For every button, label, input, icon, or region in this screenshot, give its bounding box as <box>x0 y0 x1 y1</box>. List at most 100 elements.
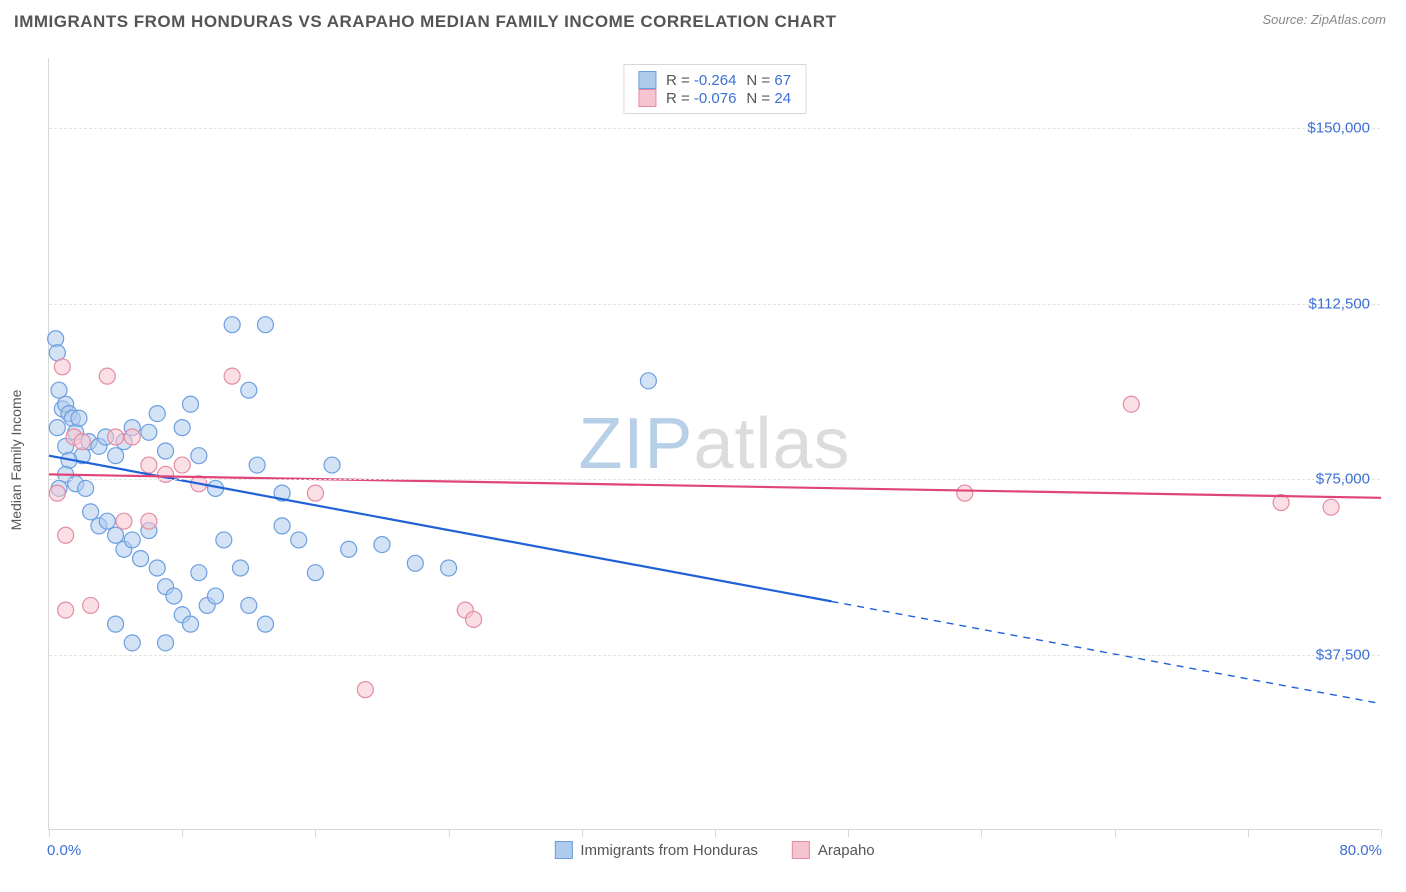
data-point <box>158 635 174 651</box>
data-point <box>1323 499 1339 515</box>
data-point <box>141 424 157 440</box>
y-tick-label: $75,000 <box>1316 471 1370 488</box>
x-tick <box>449 829 450 837</box>
data-point <box>58 527 74 543</box>
gridline-h <box>49 128 1380 129</box>
legend-r-series-2: R = -0.076 <box>666 90 736 107</box>
chart-container: Median Family Income ZIPatlas R = -0.264… <box>0 40 1406 892</box>
y-tick-label: $37,500 <box>1316 646 1370 663</box>
data-point <box>141 513 157 529</box>
data-point <box>108 429 124 445</box>
data-point <box>166 588 182 604</box>
data-point <box>124 429 140 445</box>
data-point <box>441 560 457 576</box>
legend-n-series-2: N = 24 <box>746 90 791 107</box>
data-point <box>307 565 323 581</box>
trend-line-extrapolated <box>832 601 1381 703</box>
legend-row-series-1: R = -0.264 N = 67 <box>638 71 791 89</box>
data-point <box>466 611 482 627</box>
data-point <box>78 480 94 496</box>
data-point <box>124 635 140 651</box>
data-point <box>141 457 157 473</box>
data-point <box>224 368 240 384</box>
data-point <box>191 565 207 581</box>
trend-line <box>49 474 1381 497</box>
source-name: ZipAtlas.com <box>1311 12 1386 27</box>
x-tick <box>981 829 982 837</box>
data-point <box>291 532 307 548</box>
data-point <box>640 373 656 389</box>
legend-row-series-2: R = -0.076 N = 24 <box>638 89 791 107</box>
data-point <box>1123 396 1139 412</box>
x-tick <box>315 829 316 837</box>
legend-swatch-series-1 <box>638 71 656 89</box>
legend-correlation-box: R = -0.264 N = 67 R = -0.076 N = 24 <box>623 64 806 114</box>
x-axis-min-label: 0.0% <box>47 842 81 859</box>
data-point <box>307 485 323 501</box>
data-point <box>174 420 190 436</box>
data-point <box>71 410 87 426</box>
data-point <box>83 504 99 520</box>
data-point <box>241 382 257 398</box>
gridline-h <box>49 304 1380 305</box>
y-tick-label: $112,500 <box>1309 295 1370 312</box>
data-point <box>74 434 90 450</box>
legend-label-series-2: Arapaho <box>818 842 875 859</box>
x-tick <box>182 829 183 837</box>
y-axis-label: Median Family Income <box>8 390 24 531</box>
data-point <box>58 602 74 618</box>
x-axis-max-label: 80.0% <box>1339 842 1382 859</box>
x-tick <box>1381 829 1382 837</box>
x-tick <box>49 829 50 837</box>
x-tick <box>582 829 583 837</box>
data-point <box>274 518 290 534</box>
legend-swatch-series-2 <box>638 89 656 107</box>
data-point <box>83 597 99 613</box>
legend-label-series-1: Immigrants from Honduras <box>580 842 758 859</box>
data-point <box>191 448 207 464</box>
data-point <box>108 527 124 543</box>
data-point <box>208 588 224 604</box>
chart-title: IMMIGRANTS FROM HONDURAS VS ARAPAHO MEDI… <box>14 12 836 32</box>
legend-n-series-1: N = 67 <box>746 72 791 89</box>
legend-swatch-bottom-1 <box>554 841 572 859</box>
data-point <box>241 597 257 613</box>
data-point <box>49 485 65 501</box>
gridline-h <box>49 479 1380 480</box>
data-point <box>116 513 132 529</box>
data-point <box>216 532 232 548</box>
data-point <box>54 359 70 375</box>
gridline-h <box>49 655 1380 656</box>
legend-r-series-1: R = -0.264 <box>666 72 736 89</box>
header: IMMIGRANTS FROM HONDURAS VS ARAPAHO MEDI… <box>0 0 1406 32</box>
source-prefix: Source: <box>1262 12 1310 27</box>
data-point <box>357 682 373 698</box>
data-point <box>149 406 165 422</box>
data-point <box>324 457 340 473</box>
data-point <box>158 443 174 459</box>
data-point <box>232 560 248 576</box>
data-point <box>174 457 190 473</box>
data-point <box>407 555 423 571</box>
plot-svg <box>49 58 1380 829</box>
data-point <box>133 551 149 567</box>
y-tick-label: $150,000 <box>1307 120 1370 137</box>
data-point <box>183 616 199 632</box>
data-point <box>341 541 357 557</box>
data-point <box>224 317 240 333</box>
data-point <box>108 448 124 464</box>
data-point <box>99 368 115 384</box>
legend-item-series-2: Arapaho <box>792 841 875 859</box>
data-point <box>99 513 115 529</box>
data-point <box>257 616 273 632</box>
data-point <box>124 532 140 548</box>
data-point <box>149 560 165 576</box>
plot-area: ZIPatlas R = -0.264 N = 67 R = -0.076 N … <box>48 58 1380 830</box>
x-tick <box>1115 829 1116 837</box>
source-attribution: Source: ZipAtlas.com <box>1262 12 1386 27</box>
x-tick <box>1248 829 1249 837</box>
legend-item-series-1: Immigrants from Honduras <box>554 841 758 859</box>
x-tick <box>848 829 849 837</box>
data-point <box>257 317 273 333</box>
data-point <box>374 537 390 553</box>
